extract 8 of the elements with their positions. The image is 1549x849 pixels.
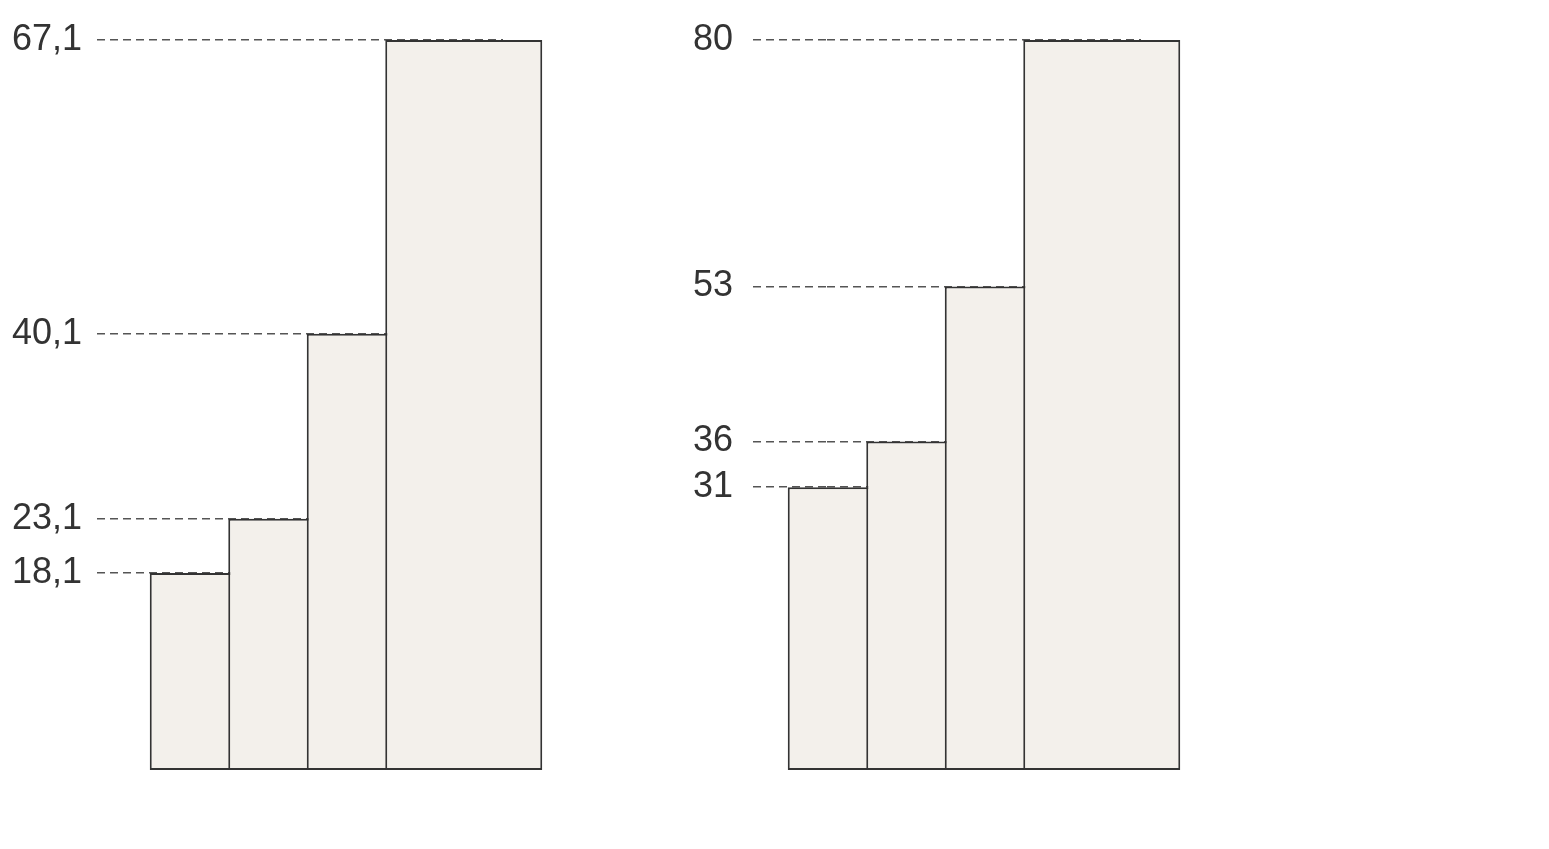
y-tick-label: 40,1	[12, 310, 83, 352]
y-tick-label: 67,1	[12, 16, 83, 58]
y-tick-label: 18,1	[12, 550, 83, 592]
y-tick-label: 80	[693, 16, 734, 58]
y-tick-label: 36	[693, 418, 734, 460]
y-tick-label: 53	[693, 263, 734, 305]
y-tick-label: 31	[693, 464, 734, 506]
y-tick-label: 23,1	[12, 495, 83, 537]
